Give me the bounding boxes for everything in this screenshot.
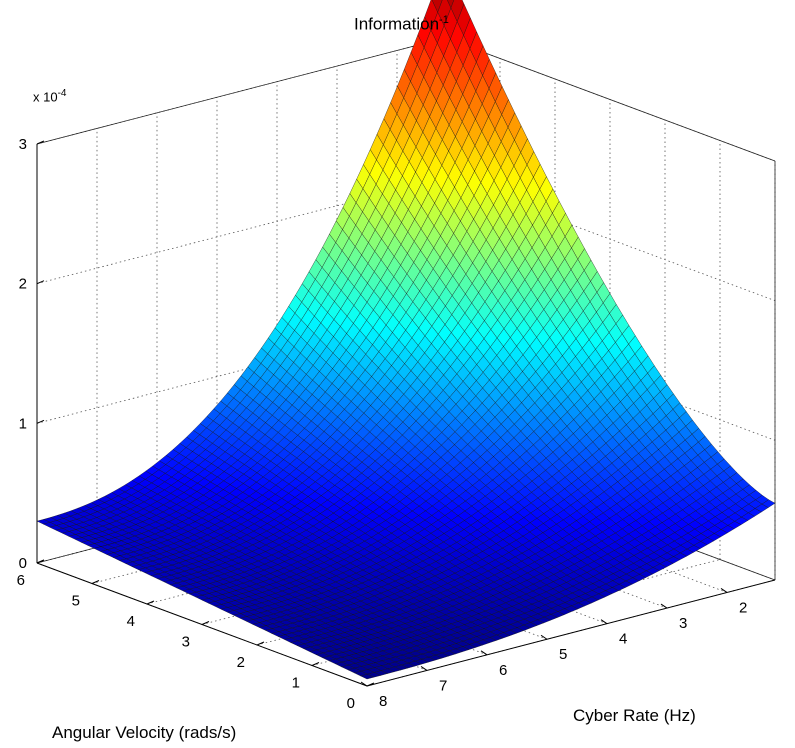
x-tick-label: 3 [679,615,687,632]
y-tick [91,580,100,584]
x-tick-label: 8 [379,693,387,710]
y-tick-label: 1 [292,675,300,692]
y-tick [146,600,155,605]
surface-mesh [36,0,776,680]
y-tick-label: 5 [72,593,80,610]
x-tick-label: 4 [619,631,627,648]
x-tick-label: 2 [739,599,747,616]
y-axis-label: Angular Velocity (rads/s) [52,723,237,742]
box-edge [444,37,776,162]
box-edge [36,37,446,145]
y-tick [256,641,265,646]
y-tick [311,662,320,666]
x-tick-label: 7 [439,677,447,694]
x-axis-label: Cyber Rate (Hz) [573,706,696,725]
y-tick-label: 3 [182,634,190,651]
z-tick [36,419,45,424]
y-tick-label: 4 [127,613,135,630]
z-exponent-label: x 10-4 [33,88,67,105]
x-tick-label: 5 [559,646,567,663]
y-tick [201,621,210,625]
z-tick-label: 3 [19,136,27,153]
z-tick-label: 2 [19,276,27,293]
grid-line-floor-y [311,559,721,666]
y-tick-label: 2 [237,654,245,671]
z-tick [36,280,45,285]
y-tick-label: 6 [17,572,25,589]
x-tick-label: 6 [499,662,507,679]
y-tick-label: 0 [347,695,355,712]
z-tick-label: 0 [19,555,27,572]
z-tick-label: 1 [19,415,27,432]
chart-title: Information-1 [354,14,449,34]
